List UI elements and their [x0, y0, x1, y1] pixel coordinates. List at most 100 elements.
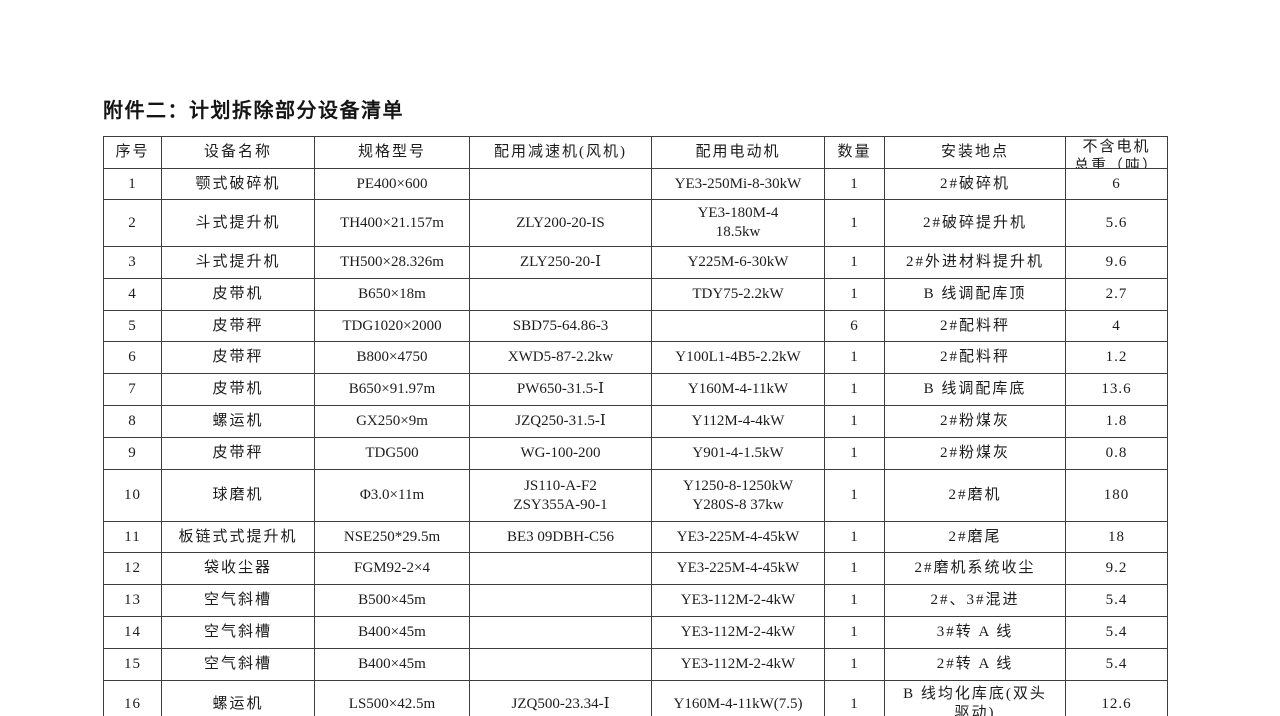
cell-reducer: XWD5-87-2.2kw: [469, 341, 652, 374]
cell-motor: YE3-112M-2-4kW: [651, 648, 825, 681]
cell-reducer: ZLY250-20-Ⅰ: [469, 246, 652, 279]
cell-quantity: 1: [824, 648, 885, 681]
equipment-table: 序号 设备名称 规格型号 配用减速机(风机) 配用电动机 数量 安装地点 不含电…: [103, 136, 1168, 716]
cell-weight: 2.7: [1065, 278, 1168, 311]
cell-seq: 9: [103, 437, 162, 470]
cell-quantity: 1: [824, 584, 885, 617]
cell-reducer: [469, 552, 652, 585]
cell-motor: Y1250-8-1250kW Y280S-8 37kw: [651, 469, 825, 522]
cell-motor: YE3-112M-2-4kW: [651, 616, 825, 649]
cell-weight: 5.4: [1065, 616, 1168, 649]
cell-seq: 16: [103, 680, 162, 716]
table-row: 2 斗式提升机 TH400×21.157m ZLY200-20-IS YE3-1…: [103, 199, 1168, 247]
cell-spec-model: B650×18m: [314, 278, 470, 311]
cell-motor: Y100L1-4B5-2.2kW: [651, 341, 825, 374]
cell-reducer: [469, 648, 652, 681]
table-row: 6 皮带秤 B800×4750 XWD5-87-2.2kw Y100L1-4B5…: [103, 341, 1168, 374]
cell-equipment-name: 皮带秤: [161, 437, 315, 470]
cell-quantity: 1: [824, 246, 885, 279]
cell-weight: 1.2: [1065, 341, 1168, 374]
cell-quantity: 1: [824, 437, 885, 470]
cell-seq: 2: [103, 199, 162, 247]
cell-reducer: PW650-31.5-Ⅰ: [469, 373, 652, 406]
cell-weight: 1.8: [1065, 405, 1168, 438]
header-spec-model: 规格型号: [314, 136, 470, 169]
cell-motor: Y901-4-1.5kW: [651, 437, 825, 470]
cell-equipment-name: 袋收尘器: [161, 552, 315, 585]
cell-install-location: 2#磨机: [884, 469, 1066, 522]
cell-motor: YE3-180M-4 18.5kw: [651, 199, 825, 247]
table-row: 5 皮带秤 TDG1020×2000 SBD75-64.86-3 6 2#配料秤…: [103, 310, 1168, 342]
header-equipment-name: 设备名称: [161, 136, 315, 169]
cell-motor: Y160M-4-11kW: [651, 373, 825, 406]
cell-spec-model: TH500×28.326m: [314, 246, 470, 279]
cell-seq: 13: [103, 584, 162, 617]
cell-motor: Y225M-6-30kW: [651, 246, 825, 279]
cell-spec-model: GX250×9m: [314, 405, 470, 438]
cell-seq: 7: [103, 373, 162, 406]
cell-spec-model: B800×4750: [314, 341, 470, 374]
cell-reducer: ZLY200-20-IS: [469, 199, 652, 247]
cell-seq: 12: [103, 552, 162, 585]
cell-install-location: 2#外进材料提升机: [884, 246, 1066, 279]
cell-quantity: 1: [824, 552, 885, 585]
cell-install-location: B 线调配库底: [884, 373, 1066, 406]
cell-motor: YE3-225M-4-45kW: [651, 552, 825, 585]
cell-spec-model: TDG1020×2000: [314, 310, 470, 342]
cell-motor: [651, 310, 825, 342]
cell-weight: 18: [1065, 521, 1168, 553]
cell-reducer: [469, 584, 652, 617]
cell-reducer: BE3 09DBH-C56: [469, 521, 652, 553]
cell-install-location: 2#配料秤: [884, 341, 1066, 374]
cell-seq: 6: [103, 341, 162, 374]
table-row: 15 空气斜槽 B400×45m YE3-112M-2-4kW 1 2#转 A …: [103, 648, 1168, 681]
cell-spec-model: Φ3.0×11m: [314, 469, 470, 522]
cell-spec-model: B400×45m: [314, 648, 470, 681]
cell-reducer: [469, 168, 652, 200]
header-motor: 配用电动机: [651, 136, 825, 169]
table-row: 11 板链式式提升机 NSE250*29.5m BE3 09DBH-C56 YE…: [103, 521, 1168, 553]
cell-weight: 5.4: [1065, 648, 1168, 681]
cell-spec-model: FGM92-2×4: [314, 552, 470, 585]
cell-reducer: [469, 616, 652, 649]
cell-equipment-name: 皮带机: [161, 278, 315, 311]
header-weight-text: 不含电机 总重（吨）: [1073, 138, 1159, 168]
cell-reducer: JZQ500-23.34-Ⅰ: [469, 680, 652, 716]
cell-quantity: 1: [824, 405, 885, 438]
cell-motor: YE3-225M-4-45kW: [651, 521, 825, 553]
cell-install-location: 2#磨机系统收尘: [884, 552, 1066, 585]
cell-quantity: 1: [824, 341, 885, 374]
cell-spec-model: B500×45m: [314, 584, 470, 617]
cell-spec-model: TDG500: [314, 437, 470, 470]
cell-quantity: 1: [824, 469, 885, 522]
cell-install-location: 2#粉煤灰: [884, 405, 1066, 438]
cell-weight: 0.8: [1065, 437, 1168, 470]
cell-equipment-name: 颚式破碎机: [161, 168, 315, 200]
cell-equipment-name: 斗式提升机: [161, 199, 315, 247]
cell-weight: 9.2: [1065, 552, 1168, 585]
cell-seq: 4: [103, 278, 162, 311]
cell-install-location: 2#破碎机: [884, 168, 1066, 200]
table-row: 4 皮带机 B650×18m TDY75-2.2kW 1 B 线调配库顶 2.7: [103, 278, 1168, 311]
cell-motor: TDY75-2.2kW: [651, 278, 825, 311]
cell-install-location: 2#破碎提升机: [884, 199, 1066, 247]
cell-install-location: 2#磨尾: [884, 521, 1066, 553]
cell-weight: 5.4: [1065, 584, 1168, 617]
cell-equipment-name: 斗式提升机: [161, 246, 315, 279]
cell-spec-model: LS500×42.5m: [314, 680, 470, 716]
table-row: 14 空气斜槽 B400×45m YE3-112M-2-4kW 1 3#转 A …: [103, 616, 1168, 649]
cell-motor: Y160M-4-11kW(7.5): [651, 680, 825, 716]
cell-quantity: 1: [824, 373, 885, 406]
cell-equipment-name: 螺运机: [161, 405, 315, 438]
table-row: 9 皮带秤 TDG500 WG-100-200 Y901-4-1.5kW 1 2…: [103, 437, 1168, 470]
cell-quantity: 1: [824, 680, 885, 716]
table-row: 1 颚式破碎机 PE400×600 YE3-250Mi-8-30kW 1 2#破…: [103, 168, 1168, 200]
cell-weight: 12.6: [1065, 680, 1168, 716]
cell-seq: 3: [103, 246, 162, 279]
cell-install-location: B 线调配库顶: [884, 278, 1066, 311]
cell-spec-model: B650×91.97m: [314, 373, 470, 406]
table-header-row: 序号 设备名称 规格型号 配用减速机(风机) 配用电动机 数量 安装地点 不含电…: [103, 136, 1168, 169]
cell-motor: Y112M-4-4kW: [651, 405, 825, 438]
cell-motor: YE3-250Mi-8-30kW: [651, 168, 825, 200]
